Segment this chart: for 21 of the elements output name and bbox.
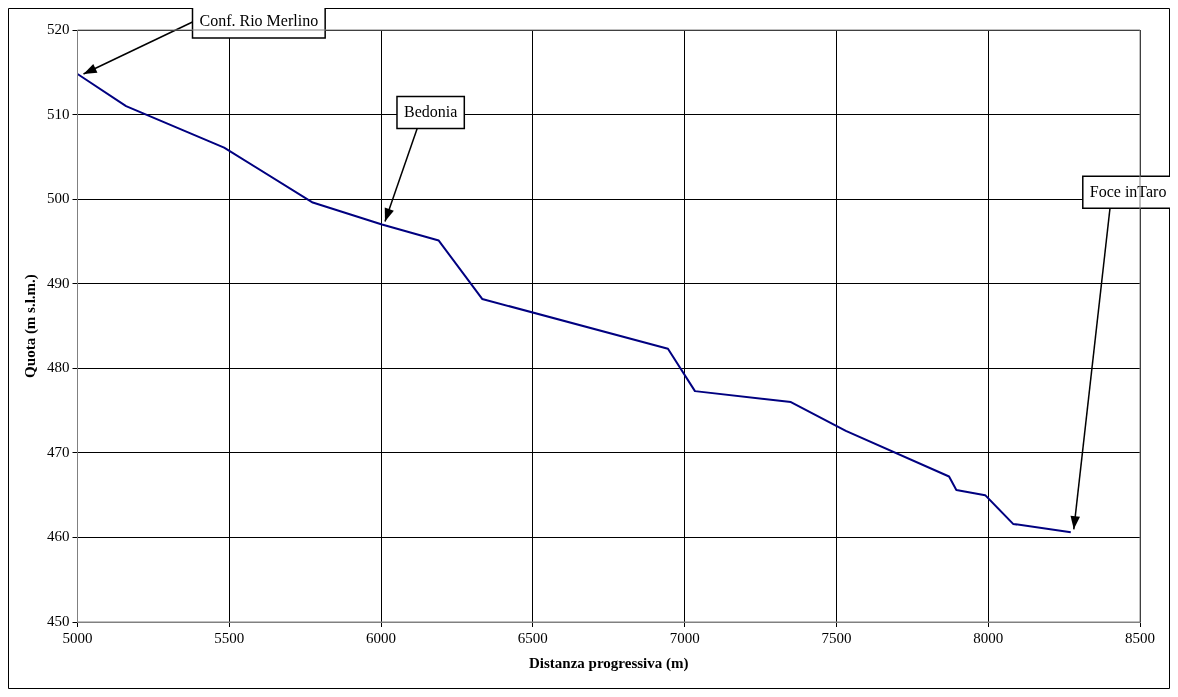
y-tick-label: 500 [47,190,70,207]
y-tick-label: 480 [47,359,70,376]
y-axis-title: Quota (m s.l.m.) [21,274,39,378]
annotation: Conf. Rio Merlino [199,12,319,30]
x-tick-label: 7000 [669,629,700,646]
x-tick-label: 5000 [62,629,93,646]
annotation: Bedonia [403,102,458,120]
y-tick-label: 490 [47,274,70,291]
x-tick-label: 8500 [1125,629,1155,646]
y-tick-label: 460 [47,528,70,545]
y-tick-label: 520 [47,20,70,37]
x-tick-label: 6000 [366,629,397,646]
y-tick-label: 510 [47,105,70,122]
y-tick-label: 470 [47,443,70,460]
annotation: Foce inTaro [1089,182,1167,200]
y-tick-label: 450 [47,612,70,629]
x-axis-title: Distanza progressiva (m) [529,654,689,672]
x-tick-label: 5500 [214,629,245,646]
x-tick-label: 6500 [517,629,548,646]
x-tick-label: 7500 [821,629,852,646]
x-tick-label: 8000 [973,629,1004,646]
